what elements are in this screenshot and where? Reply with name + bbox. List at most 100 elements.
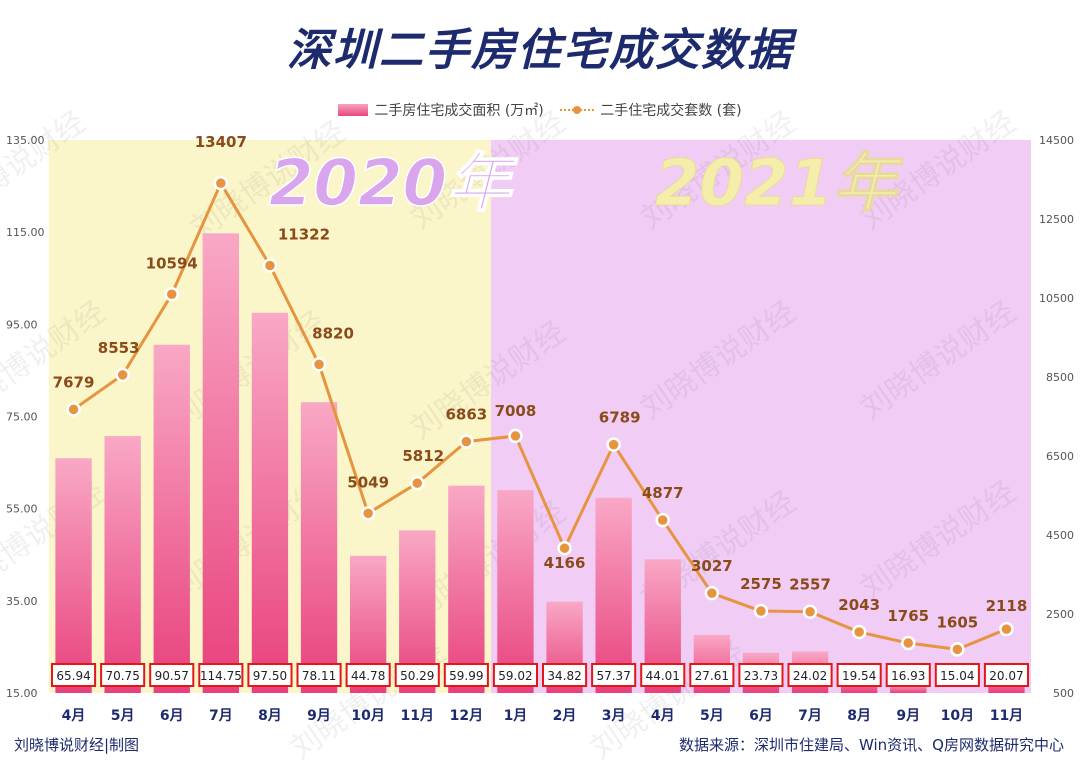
bar-value-box: [836, 663, 882, 687]
line-point: [704, 585, 720, 601]
chart-title: 深圳二手房住宅成交数据: [287, 25, 793, 76]
line-point: [999, 621, 1014, 637]
bar-value-box: [394, 663, 440, 687]
line-data-label: 1765: [887, 607, 929, 625]
line-data-label: 8820: [312, 324, 354, 342]
bar-value-label: 65.94: [56, 669, 90, 683]
bar-value-box: [296, 663, 342, 687]
bar-value-label: 16.93: [891, 669, 925, 683]
bar: [55, 458, 92, 693]
bar-value-box: [149, 663, 195, 687]
x-tick-label: 2月: [553, 708, 577, 724]
line-data-label: 2575: [740, 575, 782, 593]
bar: [300, 402, 338, 693]
x-tick-label: 11月: [990, 708, 1023, 724]
region-2021: [490, 140, 1031, 693]
y-right-tick-label: 500: [1053, 687, 1074, 700]
bar-value-box: [689, 663, 735, 687]
bar-value-label: 57.37: [596, 669, 630, 683]
line-point: [606, 437, 621, 452]
bar-value-box: [51, 663, 97, 687]
bar-value-box: [787, 663, 833, 687]
line-data-label: 5049: [347, 473, 389, 491]
y-left-tick-label: 75.00: [6, 411, 38, 424]
line-point: [655, 512, 670, 528]
bar-value-label: 44.01: [646, 669, 680, 683]
y-left-tick-label: 35.00: [6, 595, 38, 608]
bar: [890, 684, 927, 693]
bar-value-label: 19.54: [842, 669, 876, 683]
x-tick-label: 4月: [651, 708, 675, 724]
year-label-2021: 2021年: [655, 147, 904, 221]
bar-value-label: 59.02: [498, 669, 532, 683]
line-point: [360, 506, 376, 521]
bar-value-label: 34.82: [547, 669, 581, 683]
line-data-label: 2118: [986, 597, 1028, 615]
x-tick-label: 10月: [351, 708, 384, 724]
line-data-label: 6789: [599, 409, 641, 427]
bar-value-label: 15.04: [940, 669, 974, 683]
line-data-label: 6863: [445, 406, 487, 424]
line-point: [262, 258, 278, 273]
y-left-tick-label: 95.00: [6, 318, 38, 331]
line-point: [557, 540, 572, 556]
bar-value-label: 27.61: [695, 669, 729, 683]
x-tick-label: 9月: [307, 708, 331, 724]
y-left-tick-label: 55.00: [6, 503, 38, 516]
legend-swatch-bar: [338, 104, 369, 116]
line-point: [901, 635, 916, 651]
bar: [448, 485, 485, 693]
x-tick-label: 10月: [941, 708, 974, 724]
legend-item-count[interactable]: 二手住宅成交套数 (套): [560, 100, 742, 120]
legend-label-count: 二手住宅成交套数 (套): [600, 103, 742, 119]
x-tick-label: 6月: [749, 708, 773, 724]
x-tick-label: 4月: [62, 708, 86, 724]
bar-value-label: 97.50: [253, 669, 287, 683]
line-data-label: 3027: [691, 557, 733, 575]
legend-swatch-line: [560, 104, 595, 116]
x-tick-label: 7月: [798, 708, 822, 724]
x-tick-label: 6月: [160, 708, 184, 724]
bar-value-label: 24.02: [793, 669, 827, 683]
x-tick-label: 5月: [111, 708, 135, 724]
y-right-tick-label: 8500: [1046, 371, 1074, 384]
y-left-tick-label: 115.00: [6, 226, 45, 239]
y-right-tick-label: 6500: [1046, 450, 1074, 463]
line-point: [66, 402, 81, 417]
line-data-label: 7008: [495, 402, 537, 420]
line-point: [410, 475, 425, 491]
line-data-label: 7679: [53, 373, 95, 391]
line-point: [753, 603, 769, 619]
bar-value-box: [492, 663, 538, 687]
bar-value-box: [542, 663, 588, 687]
line-point: [802, 604, 818, 619]
x-tick-label: 1月: [504, 708, 528, 724]
line-data-label: 4877: [642, 484, 684, 502]
bar: [104, 436, 141, 693]
bar-value-box: [983, 663, 1030, 687]
y-right-tick-label: 2500: [1046, 608, 1074, 621]
line-series-count: [72, 181, 1008, 651]
line-point: [115, 367, 130, 383]
bar: [251, 312, 289, 693]
bar-value-box: [247, 663, 293, 687]
y-left-tick-label: 15.00: [6, 687, 38, 700]
line-data-label: 13407: [195, 133, 247, 151]
y-right-tick-label: 4500: [1046, 529, 1074, 542]
bar-value-box: [738, 663, 784, 687]
legend-label-area: 二手房住宅成交面积 (万㎡): [374, 103, 544, 119]
bar-value-box: [640, 663, 686, 687]
line-data-label: 1605: [936, 613, 978, 631]
bar-value-box: [885, 663, 931, 687]
legend-item-area[interactable]: 二手房住宅成交面积 (万㎡): [338, 100, 544, 120]
footer-credit: 刘晓博说财经|制图: [14, 736, 140, 754]
line-point: [164, 287, 179, 302]
bar-value-box: [934, 663, 980, 687]
bar-value-box: [198, 663, 244, 687]
line-point: [213, 175, 229, 191]
line-point: [459, 434, 474, 449]
line-point: [311, 357, 327, 372]
bar-value-label: 50.29: [400, 669, 434, 683]
bar-value-label: 23.73: [744, 669, 778, 683]
